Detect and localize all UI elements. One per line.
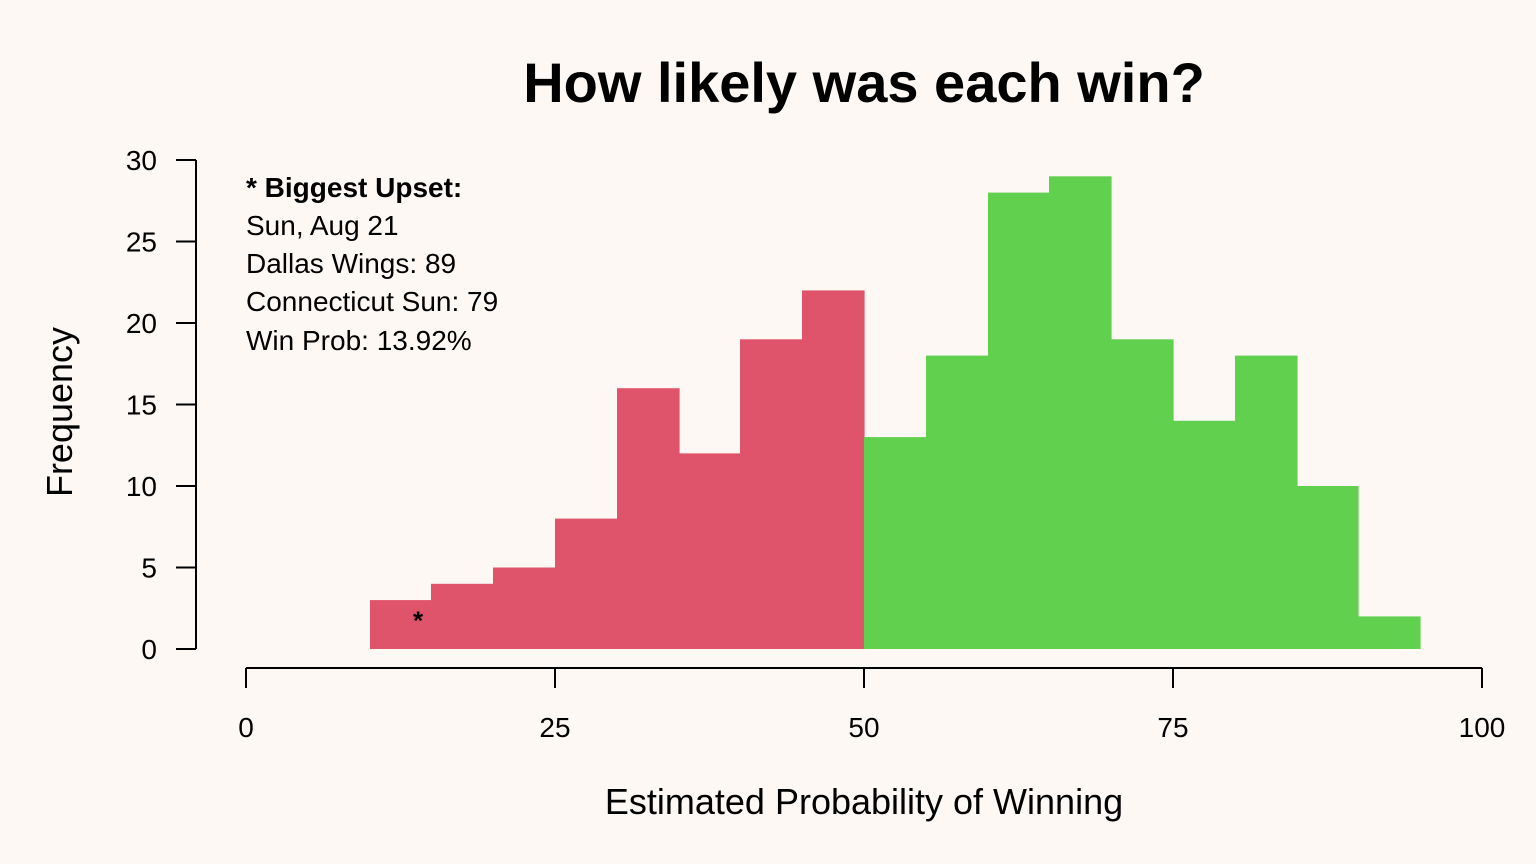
histogram-bar-8 xyxy=(802,290,865,649)
histogram-bar-2 xyxy=(431,583,494,649)
histogram-bar-5 xyxy=(617,388,680,649)
histogram-bar-11 xyxy=(988,192,1050,649)
biggest-upset-annotation: * Biggest Upset: Sun, Aug 21 Dallas Wing… xyxy=(246,172,498,356)
annotation-date: Sun, Aug 21 xyxy=(246,210,399,241)
histogram-bar-4 xyxy=(555,518,618,649)
histogram-bar-17 xyxy=(1358,616,1421,649)
y-tick-label: 15 xyxy=(126,390,157,421)
y-tick-label: 0 xyxy=(141,634,157,665)
biggest-upset-marker: * xyxy=(413,605,424,635)
y-axis-label: Frequency xyxy=(39,327,80,497)
histogram-bar-1 xyxy=(370,600,432,649)
y-axis: 0 5 10 15 20 25 30 xyxy=(126,145,197,665)
y-tick-label: 30 xyxy=(126,145,157,176)
histogram-bar-6 xyxy=(679,453,741,649)
histogram-bar-14 xyxy=(1173,420,1236,649)
y-tick-label: 10 xyxy=(126,471,157,502)
histogram-bar-15 xyxy=(1235,355,1298,649)
annotation-win-prob: Win Prob: 13.92% xyxy=(246,325,472,356)
annotation-loser-score: Connecticut Sun: 79 xyxy=(246,286,498,317)
y-tick-label: 25 xyxy=(126,227,157,258)
histogram-bar-7 xyxy=(740,339,803,649)
y-tick-label: 20 xyxy=(126,308,157,339)
x-tick-label: 75 xyxy=(1157,712,1188,743)
histogram-bars xyxy=(370,176,1421,650)
histogram-bar-3 xyxy=(493,567,556,649)
x-tick-label: 25 xyxy=(539,712,570,743)
x-axis: 0 25 50 75 100 xyxy=(238,667,1506,743)
histogram-bar-16 xyxy=(1297,486,1359,649)
annotation-title: * Biggest Upset: xyxy=(246,172,462,203)
x-tick-label: 100 xyxy=(1459,712,1506,743)
chart-title: How likely was each win? xyxy=(523,51,1205,114)
y-tick-label: 5 xyxy=(141,553,157,584)
annotation-winner-score: Dallas Wings: 89 xyxy=(246,248,456,279)
histogram-bar-13 xyxy=(1111,339,1174,649)
x-tick-label: 0 xyxy=(238,712,254,743)
histogram-bar-10 xyxy=(926,355,989,649)
x-axis-label: Estimated Probability of Winning xyxy=(605,781,1123,822)
histogram-bar-9 xyxy=(864,437,927,649)
histogram-bar-12 xyxy=(1049,176,1112,650)
x-tick-label: 50 xyxy=(848,712,879,743)
